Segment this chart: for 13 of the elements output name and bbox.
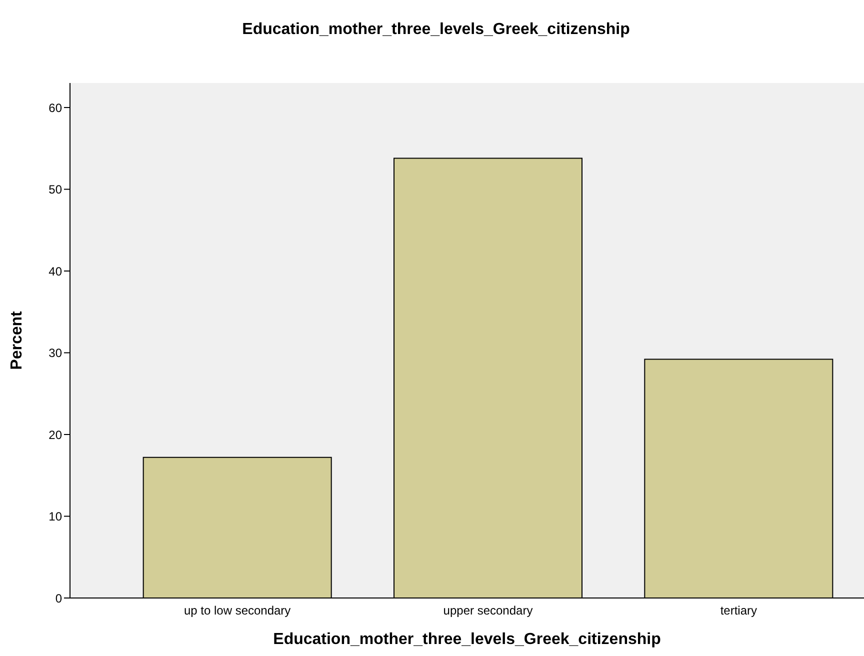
y-tick-label: 40 [48, 264, 62, 278]
y-tick-label: 0 [55, 591, 62, 606]
chart-title: Education_mother_three_levels_Greek_citizenship [241, 21, 631, 39]
x-tick-label: tertiary [720, 604, 758, 618]
y-tick-label: 10 [48, 510, 62, 524]
x-tick-label: upper secondary [443, 604, 533, 618]
x-tick-label: up to low secondary [184, 604, 291, 618]
y-tick-label: 30 [48, 346, 62, 360]
y-tick-label: 60 [48, 100, 62, 115]
x-axis-title: Education_mother_three_levels_Greek_citizenship [273, 631, 662, 648]
y-axis-title: Percent [8, 310, 26, 370]
y-tick-label: 20 [48, 428, 62, 442]
y-tick-label: 50 [48, 182, 62, 197]
